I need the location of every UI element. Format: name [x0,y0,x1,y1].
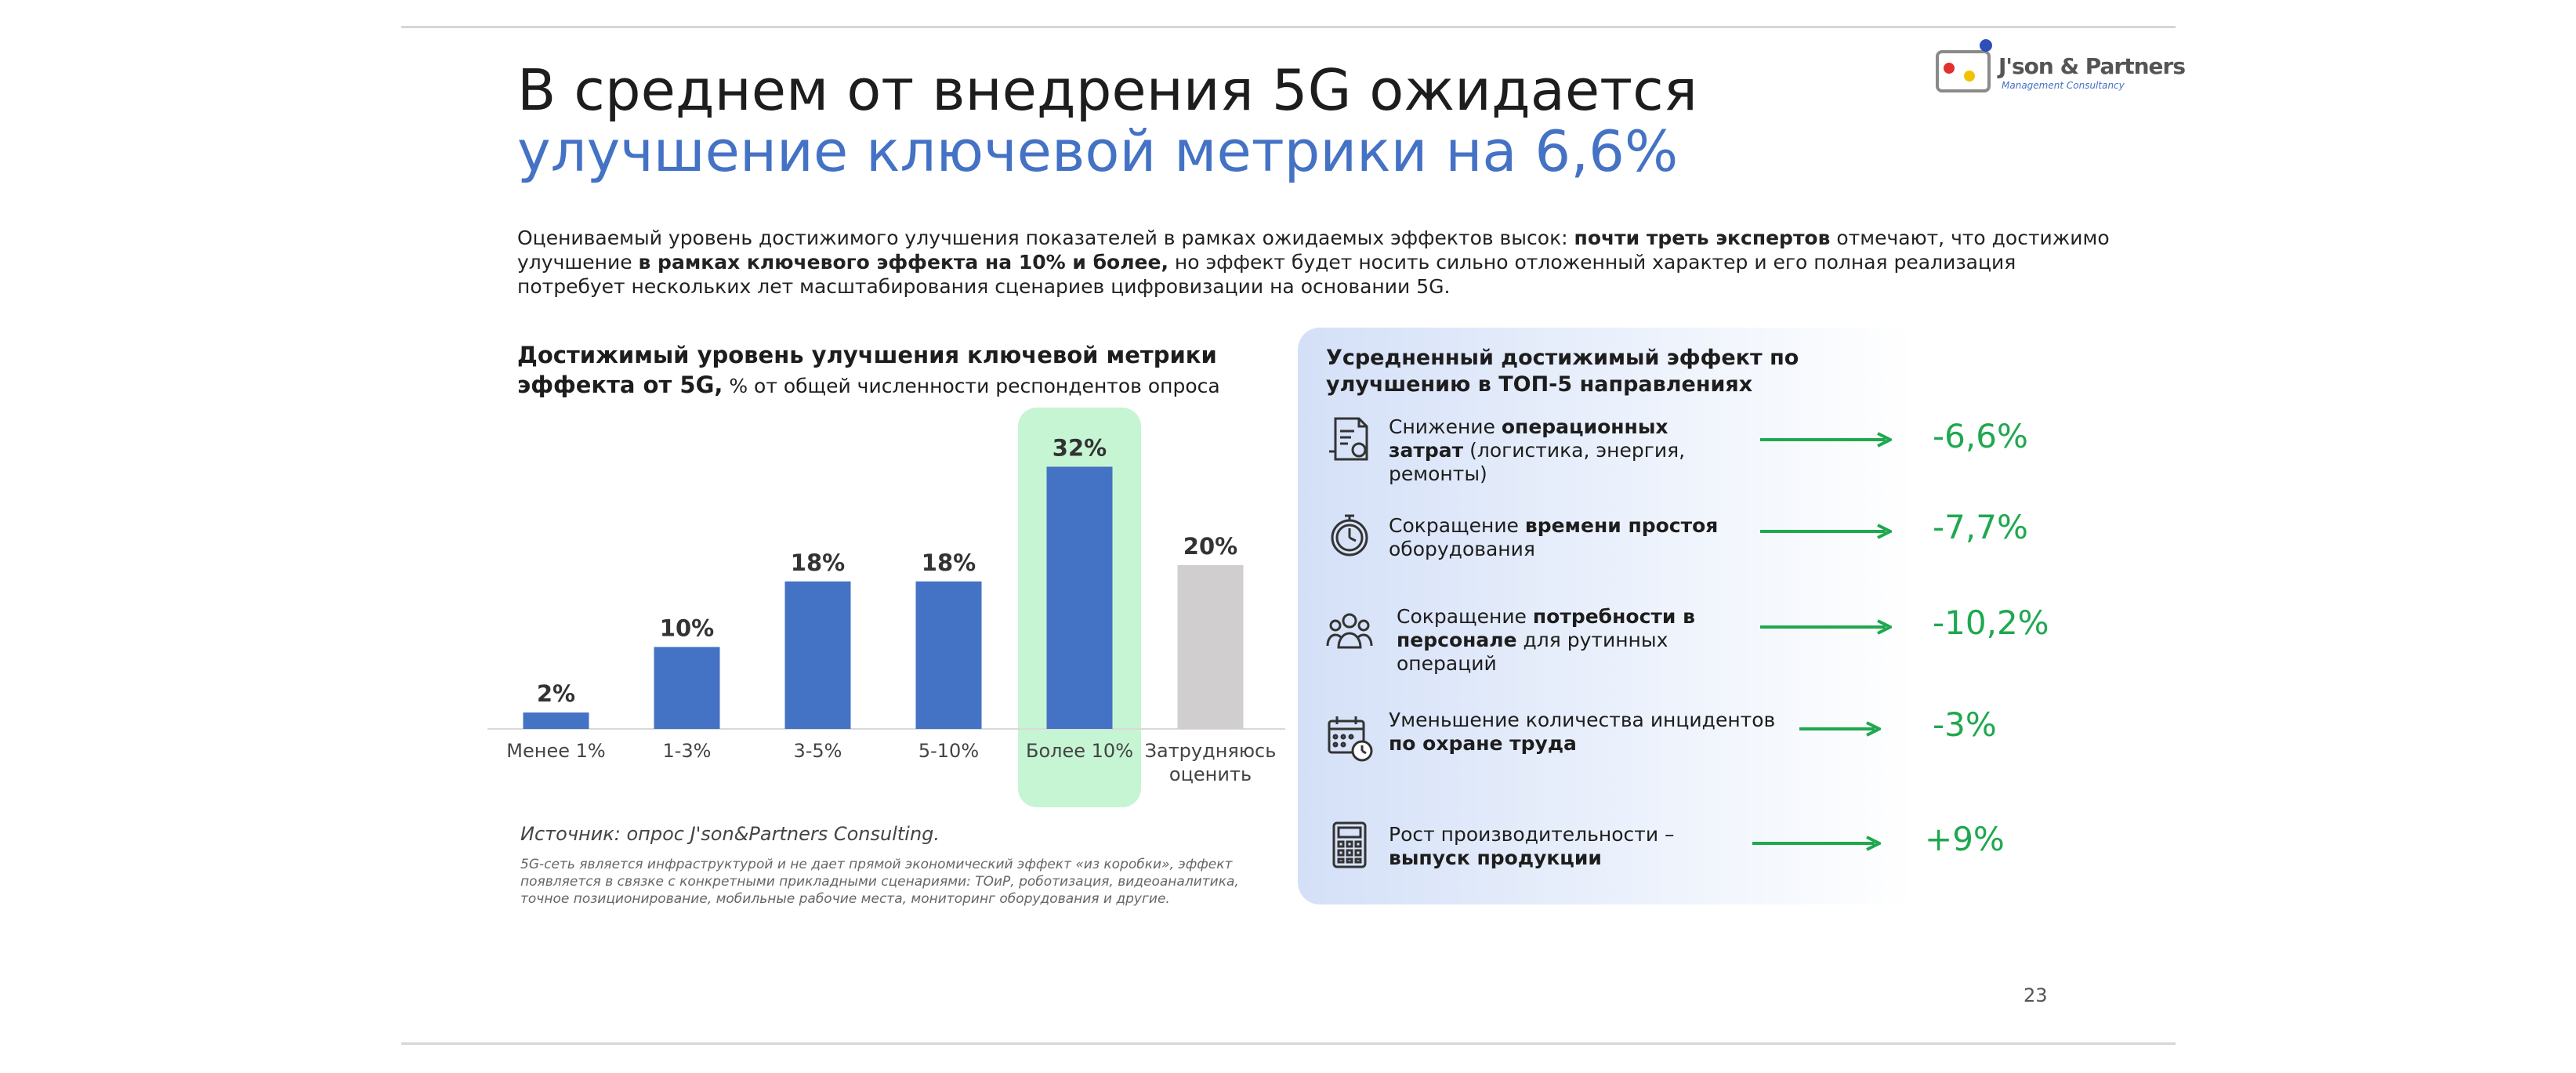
effect-row-2-value: -7,7% [1933,508,2028,546]
source-note: Источник: опрос J'son&Partners Consultin… [520,823,940,845]
intro-bold-2: в рамках ключевого эффекта на 10% и боле… [638,251,1168,274]
people-group-icon [1326,613,1373,649]
effect-row-4-value: -3% [1933,705,1997,744]
document-invoice-icon [1329,417,1368,461]
category-label-4: 5-10% [918,740,979,762]
chart-title-subtitle: % от общей численности респондентов опро… [723,375,1220,397]
effect-row-2-label: Сокращение времени простоя оборудования [1389,514,1749,561]
intro-text-1: Оцениваемый уровень достижимого улучшени… [517,227,1574,249]
logo-frame [1936,50,1991,92]
effect-row-1-bold: операционных затрат [1389,415,1668,462]
effects-panel [1298,328,1915,904]
category-label-6-line2: оценить [1169,763,1252,785]
intro-paragraph: Оцениваемый уровень достижимого улучшени… [517,226,2116,299]
intro-text-3: но эффект будет носить сильно отложенный… [517,251,2016,298]
arrow-right-icon [1760,524,1892,539]
effect-row-1-value: -6,6% [1933,417,2028,455]
bar-1 [523,712,589,729]
page-title-line2: улучшение ключевой метрики на 6,6% [517,118,1679,184]
arrow-right-icon [1799,721,1881,737]
effect-row-5-label: Рост производительности – выпуск продукц… [1389,823,1757,870]
data-label-2: 10% [660,614,714,641]
effect-row-4-bold: по охране труда [1389,732,1577,755]
category-label-6-line1: Затрудняюсь [1145,740,1277,762]
stopwatch-icon [1331,514,1368,556]
page-title-line1: В среднем от внедрения 5G ожидается [517,57,1697,123]
arrow-right-icon [1760,432,1892,448]
effect-row-3-pre: Сокращение [1397,605,1533,628]
top-rule [401,26,2176,28]
bar-6 [1177,564,1244,729]
effect-row-5-pre: Рост производительности – [1389,823,1675,846]
logo-dot-blue [1980,39,1992,52]
effect-row-3-label: Сокращение потребности в персонале для р… [1397,605,1765,676]
intro-text-2: отмечают, что достижимо улучшение [517,227,2110,274]
logo-dot-red [1944,63,1955,74]
effect-row-5-bold: выпуск продукции [1389,846,1602,869]
logo-subtitle: Management Consultancy [2002,80,2125,91]
logo-name: J'son & Partners [1998,53,2186,79]
company-logo: J'son & Partners Management Consultancy [1936,36,2186,99]
effect-row-3-post: для рутинных операций [1397,629,1668,675]
effect-row-2-bold: времени простоя [1524,514,1719,537]
bottom-rule [401,1042,2176,1045]
category-label-3: 3-5% [793,740,842,762]
category-label-2: 1-3% [662,740,711,762]
arrow-right-icon [1752,836,1881,851]
data-label-3: 18% [791,549,845,576]
data-label-6: 20% [1183,533,1237,560]
effect-row-2-post: оборудования [1389,538,1535,560]
effect-row-1-post: (логистика, энергия, ремонты) [1389,439,1686,485]
panel-title: Усредненный достижимый эффект по улучшен… [1326,346,1799,397]
calendar-clock-icon [1328,716,1373,762]
effect-row-4-label: Уменьшение количества инцидентов по охра… [1389,709,1781,756]
data-label-4: 18% [922,549,976,576]
footnote: 5G-сеть является инфраструктурой и не да… [520,857,1239,907]
category-label-1: Менее 1% [506,740,605,762]
effect-row-3-value: -10,2% [1933,604,2049,642]
logo-dot-yellow [1964,71,1975,82]
effect-row-4-pre: Уменьшение количества инцидентов [1389,709,1776,731]
bar-chart: 2% Менее 1% 10% 1-3% 18% 3-5% 18% 5-10% 32% Более… [487,408,1285,807]
bar-2 [654,647,720,729]
chart-title: Достижимый уровень улучшения ключевой ме… [517,340,1254,401]
effect-row-2-pre: Сокращение [1389,514,1525,537]
bar-4 [915,581,982,729]
category-label-5: Более 10% [1026,740,1133,762]
calculator-icon [1332,821,1367,868]
intro-bold-1: почти треть экспертов [1574,227,1831,249]
chart-title-bold: Достижимый уровень улучшения ключевой ме… [517,342,1217,398]
effect-row-5-value: +9% [1925,820,2005,858]
data-label-5: 32% [1053,434,1107,461]
bar-3 [784,581,851,729]
effect-row-1-pre: Снижение [1389,415,1502,438]
effect-row-1-label: Снижение операционных затрат (логистика,… [1389,415,1749,486]
arrow-right-icon [1760,619,1892,635]
page-number: 23 [2023,984,2048,1006]
bar-5 [1046,466,1113,729]
effect-row-3-bold: потребности в персонале [1397,605,1695,651]
data-label-1: 2% [537,680,575,707]
